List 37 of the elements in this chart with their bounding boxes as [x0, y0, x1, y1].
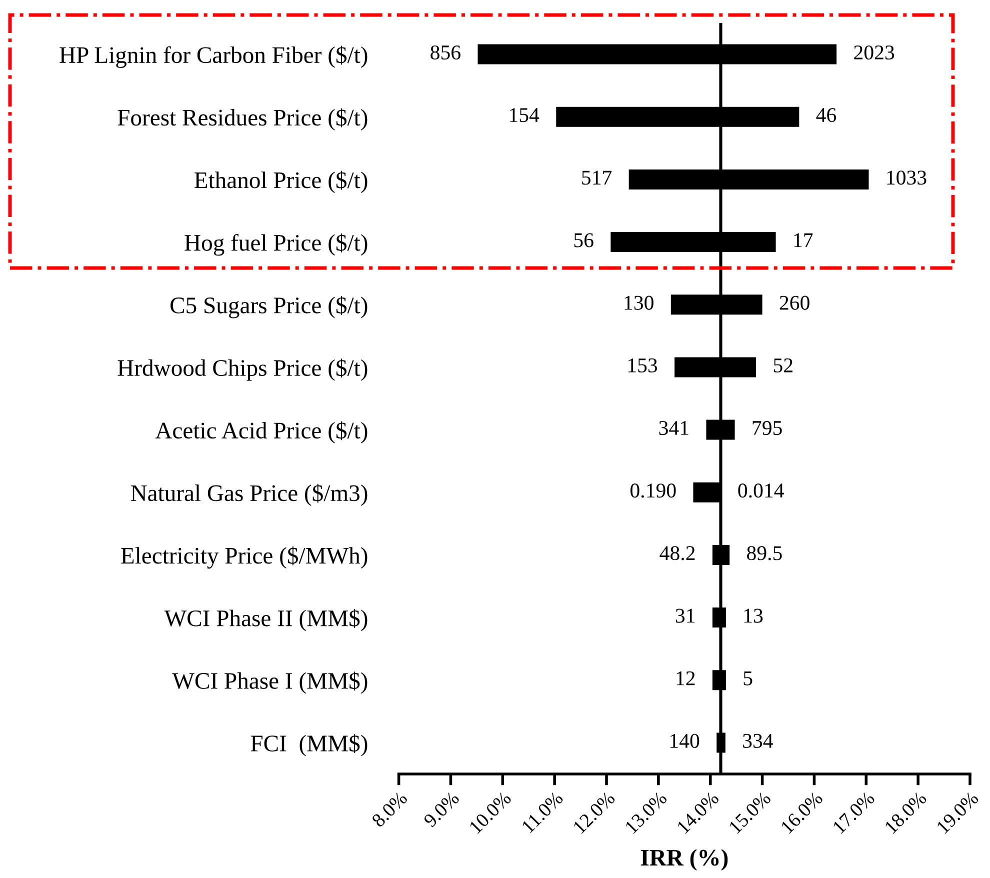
y-tick-label: WCI Phase I (MM$)	[172, 672, 368, 694]
y-tick-label: Acetic Acid Price ($/t)	[155, 421, 368, 444]
annotation: 130	[624, 296, 654, 310]
y-tick-label: Ethanol Price ($/t)	[194, 170, 368, 194]
annotation: 856	[430, 45, 460, 60]
annotation: 140	[670, 734, 700, 748]
y-tick-label: Natural Gas Price ($/m3)	[130, 484, 368, 506]
annotation: 0.014	[738, 484, 784, 498]
annotation: 52	[774, 358, 792, 372]
annotation: 2023	[854, 45, 894, 60]
annotation: 89.5	[747, 546, 782, 560]
y-tick-label: Forest Residues Price ($/t)	[118, 108, 368, 130]
annotation: 12	[676, 671, 695, 686]
annotation: 154	[510, 108, 540, 122]
annotation: 56	[574, 233, 594, 248]
annotation: 46	[816, 108, 836, 122]
annotation: 334	[743, 734, 774, 748]
annotation: 260	[780, 296, 810, 310]
y-tick-label: C5 Sugars Price ($/t)	[170, 296, 368, 318]
annotation: 31	[676, 608, 695, 623]
annotation: 341	[659, 421, 688, 436]
annotation: 13	[744, 608, 763, 623]
annotation: 17	[794, 233, 813, 248]
annotation: 153	[628, 358, 658, 372]
annotation: 795	[752, 421, 782, 436]
annotation: 517	[582, 170, 612, 185]
annotation: 0.190	[630, 484, 676, 498]
y-tick-label: Electricity Price ($/MWh)	[121, 546, 368, 569]
annotation: 48.2	[660, 546, 695, 560]
annotation: 5	[744, 671, 752, 686]
x-axis-title: IRR (%)	[640, 849, 728, 870]
y-tick-label: HP Lignin for Carbon Fiber ($/t)	[60, 46, 368, 68]
y-tick-label: Hrdwood Chips Price ($/t)	[118, 358, 368, 381]
y-tick-label: WCI Phase II (MM$)	[164, 608, 368, 632]
annotation: 1033	[887, 170, 926, 185]
y-tick-label: Hog fuel Price ($/t)	[184, 233, 368, 256]
y-tick-label: FCI (MM$)	[250, 734, 368, 756]
